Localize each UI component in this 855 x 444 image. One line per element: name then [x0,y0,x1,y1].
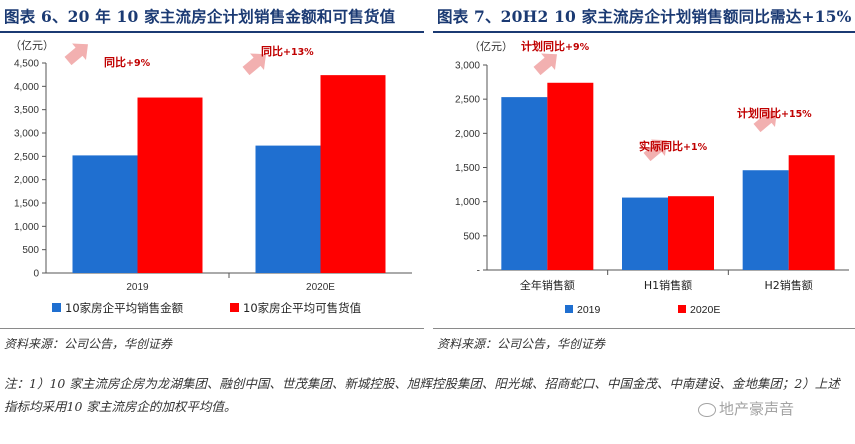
figure-6-title: 图表 6、20 年 10 家主流房企计划销售金额和可售货值 [4,7,396,26]
figure-6-source: 资料来源：公司公告，华创证券 [4,337,173,351]
legend-label-2: 2020E [690,304,720,316]
annotation-value: +9% [565,42,590,53]
legend-label-2: 10家房企平均可售货值 [243,301,362,315]
y-tick-label: 3,000 [455,61,480,72]
y-tick-label: 2,500 [455,95,480,106]
figure-7-source: 资料来源：公司公告，华创证券 [437,337,606,351]
annotation-value: +13% [283,47,314,58]
annotation-label: 同比+9% [104,55,151,69]
bar-2019-series2 [137,97,203,274]
legend-swatch-1 [52,303,61,312]
annotation-prefix: 计划同比 [737,106,781,120]
annotation-prefix: 同比 [261,44,283,58]
bar-2020E-series1 [255,145,321,273]
bar-2020E-series2 [320,75,386,273]
x-tick-label-2: H2销售额 [765,278,813,292]
y-tick-label: 2,000 [14,175,39,186]
growth-arrow [643,139,667,162]
y-tick-label: 1,000 [14,222,39,233]
x-tick-label-2019: 2019 [126,282,149,293]
figure-6-chart: （亿元） 0 500 1,000 1,500 2,000 2,500 3,000 3,500 4,… [10,39,412,315]
y-axis-unit: （亿元） [469,40,513,53]
legend-swatch-2 [678,305,686,313]
bar-全年销售额-series1 [501,97,548,270]
annotation-label: 实际同比+1% [639,139,708,153]
figure-7-source-rule [433,328,855,329]
y-tick-label: 4,500 [14,59,39,70]
annotation-prefix: 实际同比 [639,139,683,153]
y-axis-unit: （亿元） [10,39,54,52]
x-tick-label-1: H1销售额 [644,278,692,292]
bar-H2销售额-series2 [788,155,835,270]
bar-H1销售额-series1 [622,197,668,270]
figure-7-title: 图表 7、20H2 10 家主流房企计划销售额同比需达+15% [437,7,852,26]
y-tick-label: 3,500 [14,105,39,116]
wechat-logo-icon [698,402,716,417]
bar-H2销售额-series1 [742,170,789,270]
annotation-label: 计划同比+15% [737,106,812,120]
y-tick-label: 1,000 [455,197,480,208]
annotation-label: 计划同比+9% [521,39,590,53]
y-tick-label: 1,500 [455,163,480,174]
watermark: 地产豪声音 [698,398,794,419]
growth-arrow [242,53,266,76]
annotation-value: +9% [126,58,151,69]
legend-swatch-1 [565,305,573,313]
figure-7-chart: （亿元） - 500 1,000 1,500 2,000 2,500 3,000 全年销售额 H1… [455,39,849,316]
bar-H1销售额-series2 [668,196,714,270]
y-tick-label: 2,000 [455,129,480,140]
y-tick-label: - [477,266,480,277]
figure-6-source-rule [0,328,424,329]
annotation-prefix: 计划同比 [521,39,565,53]
legend-label-1: 2019 [577,304,601,316]
y-tick-label: 500 [463,231,480,242]
annotation-value: +15% [781,109,812,120]
x-tick-label-0: 全年销售额 [520,278,575,292]
annotation-label: 同比+13% [261,44,314,58]
legend-label-1: 10家房企平均销售金额 [65,301,184,315]
growth-arrow [533,53,557,76]
bar-2019-series1 [72,155,138,273]
figure-7-title-rule [433,31,855,33]
y-tick-label: 3,000 [14,129,39,140]
annotation-value: +1% [683,142,708,153]
bar-全年销售额-series2 [547,82,594,270]
x-tick-label-2020E: 2020E [306,282,335,293]
figure-6-title-rule [0,31,424,33]
annotation-prefix: 同比 [104,55,126,69]
y-tick-label: 2,500 [14,152,39,163]
watermark-text: 地产豪声音 [719,400,795,418]
y-tick-label: 0 [33,269,39,280]
growth-arrow [64,43,88,66]
y-tick-label: 500 [22,245,39,256]
legend-swatch-2 [230,303,239,312]
footnote: 注：1）10 家主流房企房为龙湖集团、融创中国、世茂集团、新城控股、旭辉控股集团… [4,376,840,414]
y-tick-label: 4,000 [14,82,39,93]
y-tick-label: 1,500 [14,199,39,210]
growth-arrow [753,110,777,133]
